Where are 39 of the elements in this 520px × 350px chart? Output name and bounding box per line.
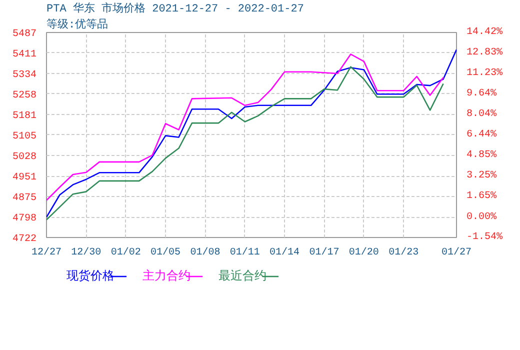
legend-label: 现货价格 [66, 270, 114, 284]
y2-tick-label: 9.64% [466, 88, 497, 100]
x-tick-label: 01/20 [348, 246, 379, 258]
y-tick-label: 4875 [12, 193, 37, 204]
legend-label: 主力合约 [142, 268, 190, 284]
x-tick-label: 01/08 [190, 246, 220, 258]
x-tick-label: 01/23 [388, 246, 419, 258]
y-tick-label: 5258 [12, 90, 37, 102]
y-tick-label: 5105 [12, 131, 37, 142]
y-tick-label: 5181 [12, 111, 37, 122]
y-tick-label: 5411 [12, 49, 37, 60]
y2-tick-label: 3.25% [466, 170, 497, 182]
x-tick-label: 01/17 [309, 246, 340, 258]
y2-tick-label: 0.00% [466, 212, 497, 224]
x-tick-label: 01/14 [270, 246, 300, 258]
y2-tick-label: 12.83% [466, 47, 503, 58]
y-tick-label: 5334 [12, 70, 37, 81]
y2-tick-label: -1.54% [466, 232, 503, 243]
y-tick-label: 5487 [12, 29, 37, 40]
y2-tick-label: 6.44% [466, 130, 497, 140]
x-tick-label: 01/02 [110, 246, 141, 258]
y2-tick-label: 4.85% [466, 150, 497, 161]
legend-label: 最近合约 [218, 270, 266, 284]
line-series [46, 54, 444, 201]
y-tick-label: 4798 [12, 214, 37, 225]
chart-title: PTA 华东 市场价格 2021-12-27 - 2022-01-27 [46, 2, 304, 16]
x-tick-label: 12/30 [71, 246, 102, 258]
y-tick-label: 4722 [12, 234, 37, 245]
x-tick-label: 01/05 [150, 246, 181, 258]
x-tick-label: 01/27 [442, 246, 472, 258]
y-tick-label: 5028 [12, 152, 37, 163]
x-tick-label: 12/27 [32, 246, 62, 258]
x-tick-label: 01/11 [230, 246, 260, 258]
y2-tick-label: 14.42% [466, 27, 503, 38]
y2-tick-label: 8.04% [466, 108, 497, 120]
y2-tick-label: 1.65% [466, 191, 497, 202]
y-tick-label: 4951 [12, 172, 37, 184]
y2-tick-label: 11.23% [466, 68, 503, 79]
chart-subtitle: 等级:优等品 [46, 18, 108, 32]
